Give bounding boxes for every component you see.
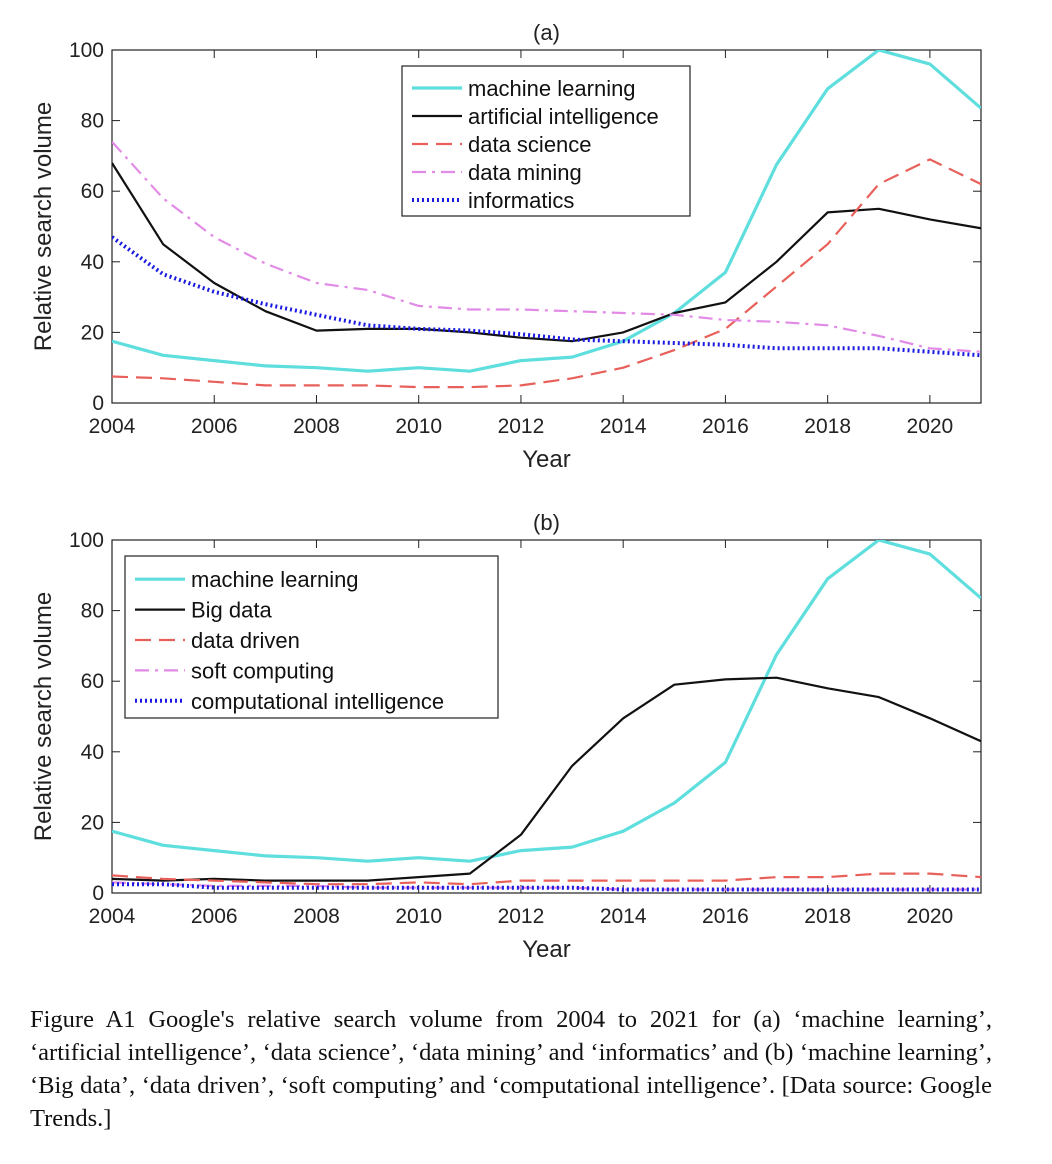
chart-panel-a: 2004 2006 2008 2010 2012 2014 2016 2018 2020 0 20 4… xyxy=(30,20,982,473)
legend: machine learning Big data data driven soft … xyxy=(124,555,499,719)
y-tick-label: 80 xyxy=(81,110,104,133)
y-tick-label: 60 xyxy=(81,180,104,203)
y-tick-label: 0 xyxy=(92,392,104,415)
plot-area-frame xyxy=(111,49,982,404)
x-axis-label: Year xyxy=(522,446,571,473)
x-tick-label: 2012 xyxy=(498,415,545,438)
series-group xyxy=(112,540,981,892)
legend-label: informatics xyxy=(468,188,574,213)
series-line-big-data xyxy=(112,676,981,882)
series-line-data-mining xyxy=(112,141,981,353)
x-tick-label: 2020 xyxy=(907,905,954,928)
legend-label: data driven xyxy=(191,628,300,653)
y-tick-label: 40 xyxy=(81,741,104,764)
series-line-machine-learning xyxy=(112,540,981,863)
x-tick-label: 2010 xyxy=(395,415,442,438)
series-group xyxy=(112,50,981,389)
x-tick-label: 2012 xyxy=(498,905,545,928)
legend-label: computational intelligence xyxy=(191,689,444,714)
x-tick-label: 2006 xyxy=(191,415,238,438)
legend-label: machine learning xyxy=(191,567,359,592)
x-tick-label: 2014 xyxy=(600,415,647,438)
series-line-data-science xyxy=(112,158,981,389)
legend-label: data mining xyxy=(468,160,582,185)
y-tick-label: 40 xyxy=(81,251,104,274)
legend-label: machine learning xyxy=(468,76,636,101)
x-tick-label: 2018 xyxy=(804,905,851,928)
chart-panel-b: 2004 2006 2008 2010 2012 2014 2016 2018 2020 0 20 4… xyxy=(30,510,982,963)
y-tick-label: 0 xyxy=(92,882,104,905)
plot-area-frame xyxy=(111,539,982,894)
y-tick-label: 20 xyxy=(81,811,104,834)
x-tick-label: 2010 xyxy=(395,905,442,928)
x-tick-label: 2020 xyxy=(907,415,954,438)
y-axis-label: Relative search volume xyxy=(30,592,57,841)
x-tick-label: 2008 xyxy=(293,415,340,438)
series-line-informatics xyxy=(112,235,981,358)
legend-label: data science xyxy=(468,132,592,157)
x-tick-label: 2018 xyxy=(804,415,851,438)
figure: 2004 2006 2008 2010 2012 2014 2016 2018 2020 0 20 4… xyxy=(30,20,982,963)
series-line-data-driven xyxy=(112,872,981,886)
y-axis-label: Relative search volume xyxy=(30,102,57,351)
y-tick-label: 80 xyxy=(81,600,104,623)
x-tick-label: 2016 xyxy=(702,415,749,438)
y-tick-label: 20 xyxy=(81,321,104,344)
x-tick-label: 2008 xyxy=(293,905,340,928)
x-tick-label: 2004 xyxy=(89,415,136,438)
chart-title: (a) xyxy=(533,20,560,45)
legend-box xyxy=(401,65,691,217)
series-line-artificial-intelligence xyxy=(112,162,981,343)
chart-title: (b) xyxy=(533,510,560,535)
legend-label: Big data xyxy=(191,598,272,623)
x-tick-label: 2014 xyxy=(600,905,647,928)
y-tick-label: 60 xyxy=(81,670,104,693)
x-tick-label: 2006 xyxy=(191,905,238,928)
y-tick-label: 100 xyxy=(69,39,104,62)
x-tick-label: 2016 xyxy=(702,905,749,928)
legend-label: artificial intelligence xyxy=(468,104,659,129)
series-line-machine-learning xyxy=(112,50,981,373)
y-tick-label: 100 xyxy=(69,529,104,552)
figure-caption: Figure A1 Google's relative search volum… xyxy=(30,1006,992,1132)
legend: machine learning artificial intelligence d… xyxy=(401,65,691,217)
x-tick-label: 2004 xyxy=(89,905,136,928)
x-axis-label: Year xyxy=(522,936,571,963)
legend-label: soft computing xyxy=(191,658,334,683)
legend-box xyxy=(124,555,499,719)
